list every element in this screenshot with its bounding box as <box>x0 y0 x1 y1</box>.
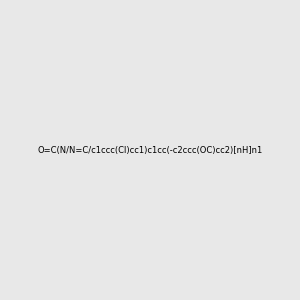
Text: O=C(N/N=C/c1ccc(Cl)cc1)c1cc(-c2ccc(OC)cc2)[nH]n1: O=C(N/N=C/c1ccc(Cl)cc1)c1cc(-c2ccc(OC)cc… <box>38 146 262 154</box>
